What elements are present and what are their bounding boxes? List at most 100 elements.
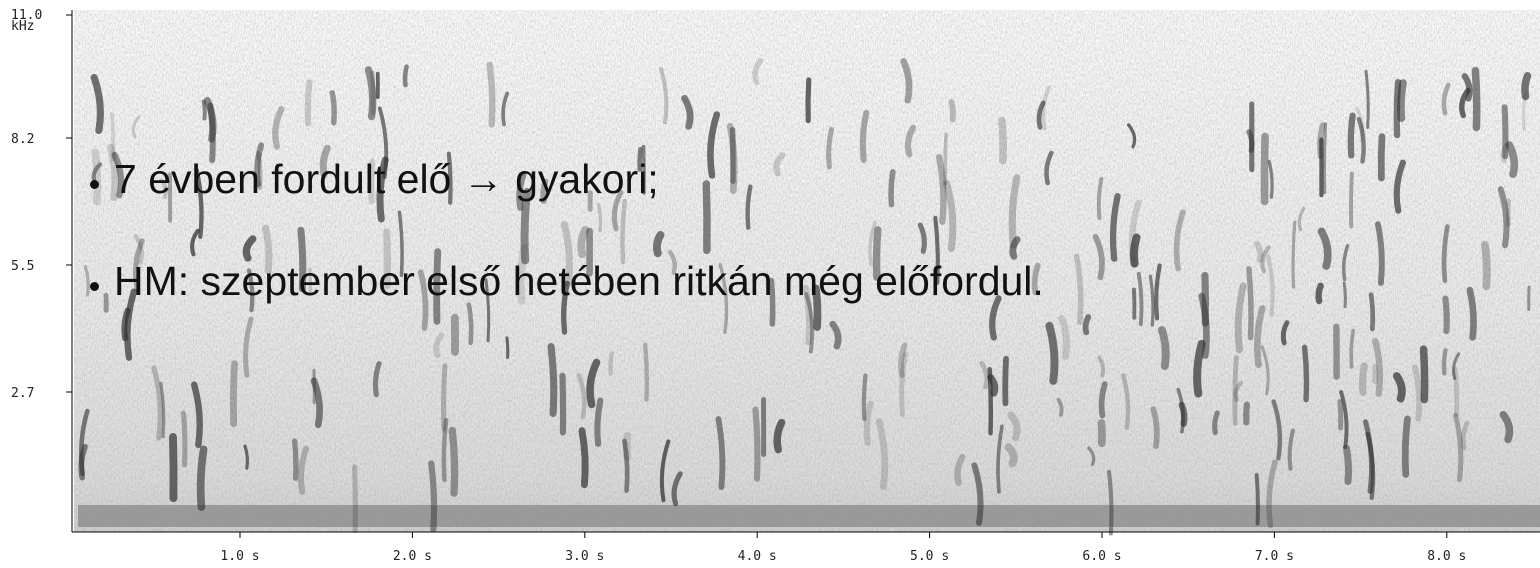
stroke xyxy=(561,280,570,335)
stroke xyxy=(1128,199,1142,269)
stroke xyxy=(520,187,531,265)
stroke xyxy=(364,66,377,121)
stroke xyxy=(159,381,166,439)
stroke xyxy=(1154,263,1162,321)
stroke xyxy=(1193,339,1206,398)
stroke xyxy=(246,268,255,313)
stroke xyxy=(297,226,307,293)
stroke xyxy=(875,418,889,491)
stroke xyxy=(169,433,178,503)
stroke xyxy=(805,77,812,124)
stroke xyxy=(608,351,614,376)
x-tick-label: 7.0 s xyxy=(1255,549,1294,564)
stroke xyxy=(1411,364,1423,422)
stroke xyxy=(904,124,917,158)
stroke xyxy=(230,360,238,428)
stroke xyxy=(954,454,966,486)
stroke xyxy=(560,220,573,287)
stroke xyxy=(671,471,683,507)
stroke xyxy=(943,132,948,186)
stroke xyxy=(1232,355,1239,426)
x-tick-label: 2.0 s xyxy=(393,549,432,564)
stroke xyxy=(1349,328,1356,369)
stroke xyxy=(441,363,448,432)
stroke xyxy=(702,180,711,255)
stroke xyxy=(304,79,313,127)
stroke xyxy=(1441,348,1448,376)
stroke xyxy=(110,111,116,162)
y-unit: kHz xyxy=(11,19,34,34)
stroke xyxy=(812,284,822,331)
stroke xyxy=(1036,100,1046,130)
stroke xyxy=(190,228,200,257)
stroke xyxy=(191,381,203,449)
stroke xyxy=(1107,469,1114,536)
stroke xyxy=(1397,79,1407,122)
stroke xyxy=(1097,355,1106,378)
stroke xyxy=(243,316,254,378)
stroke xyxy=(643,342,650,402)
stroke xyxy=(159,178,169,199)
stroke xyxy=(1045,321,1059,385)
stroke xyxy=(1126,123,1137,149)
stroke xyxy=(1178,401,1188,427)
stroke xyxy=(1287,428,1295,471)
stroke xyxy=(203,97,217,143)
stroke xyxy=(446,151,453,205)
stroke xyxy=(1243,401,1251,426)
stroke xyxy=(1130,233,1141,268)
stroke xyxy=(1173,209,1186,272)
stroke xyxy=(1260,245,1271,274)
stroke xyxy=(596,203,603,233)
stroke xyxy=(243,444,250,470)
stroke xyxy=(1109,193,1121,262)
stroke xyxy=(1377,133,1386,182)
stroke xyxy=(352,464,358,534)
stroke xyxy=(637,146,643,172)
stroke xyxy=(540,178,549,204)
stroke xyxy=(1266,459,1278,529)
stroke xyxy=(121,307,131,342)
stroke xyxy=(773,418,786,454)
stroke xyxy=(863,400,874,446)
stroke xyxy=(998,116,1007,165)
stroke xyxy=(1499,410,1514,444)
stroke xyxy=(1461,73,1473,102)
stroke xyxy=(1246,266,1254,341)
stroke xyxy=(1271,399,1283,461)
stroke xyxy=(428,460,438,533)
x-tick-label: 1.0 s xyxy=(220,549,259,564)
stroke xyxy=(752,406,761,482)
stroke xyxy=(1266,254,1275,317)
stroke xyxy=(486,61,496,128)
stroke xyxy=(1471,66,1481,132)
stroke xyxy=(1233,381,1243,403)
stroke xyxy=(1363,419,1375,494)
stroke xyxy=(1342,444,1353,485)
stroke xyxy=(1291,220,1297,289)
stroke xyxy=(1342,281,1347,309)
stroke xyxy=(256,150,263,191)
stroke xyxy=(91,148,102,206)
stroke xyxy=(319,144,331,179)
stroke xyxy=(433,332,445,359)
stroke xyxy=(1368,292,1376,332)
stroke xyxy=(987,373,999,397)
stroke xyxy=(1092,233,1105,281)
stroke xyxy=(261,224,273,275)
stroke xyxy=(1317,122,1326,160)
stroke xyxy=(1442,295,1450,335)
stroke xyxy=(505,336,510,359)
stroke xyxy=(201,99,207,121)
y-tick-label: 2.7 xyxy=(11,386,34,401)
stroke xyxy=(586,358,601,409)
stroke xyxy=(989,295,1002,341)
stroke xyxy=(1157,325,1170,370)
stroke xyxy=(291,438,299,481)
stroke xyxy=(1322,122,1328,195)
x-tick-label: 5.0 s xyxy=(910,549,949,564)
stroke xyxy=(124,288,138,361)
stroke xyxy=(681,94,694,130)
stroke xyxy=(1441,82,1451,116)
stroke xyxy=(448,426,459,497)
